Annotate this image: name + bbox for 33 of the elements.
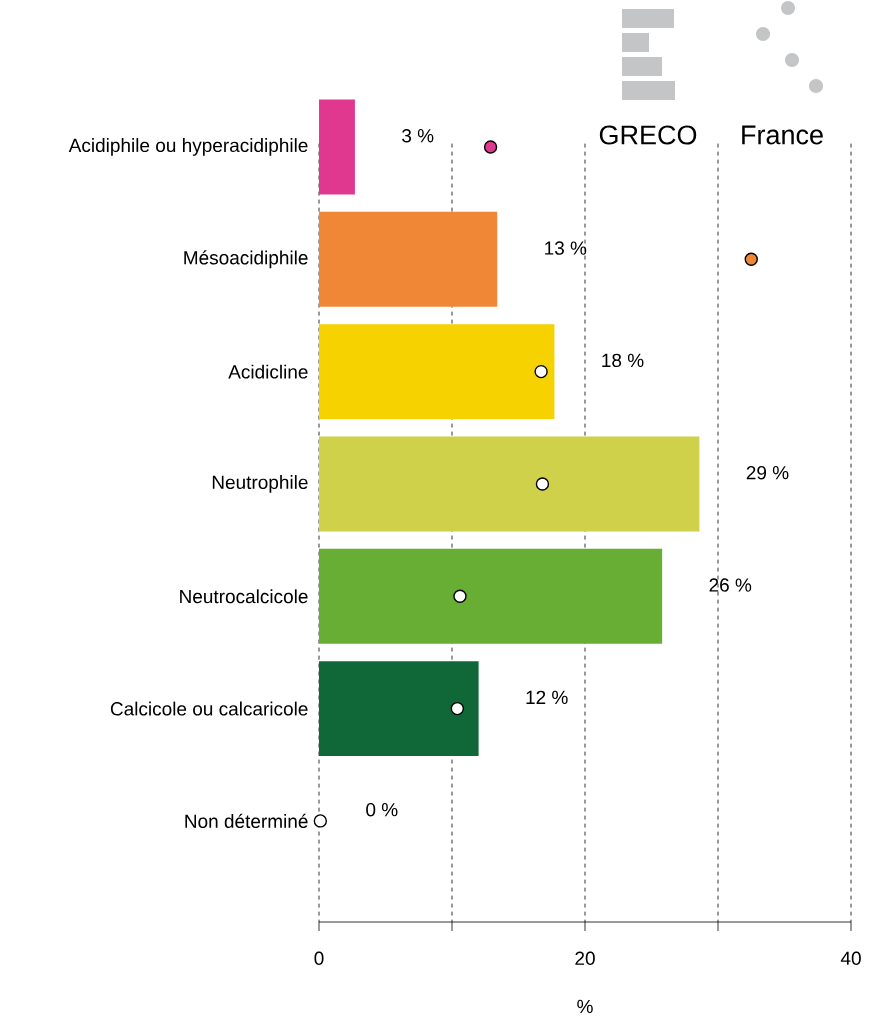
y-tick-label: Acidicline	[228, 364, 308, 379]
bar	[319, 211, 498, 307]
text: France	[742, 125, 823, 145]
y-tick-label: Neutrophile	[212, 475, 308, 493]
x-tick-label: 0	[314, 951, 324, 965]
bar	[319, 99, 355, 195]
point	[534, 364, 548, 379]
y-tick-label: Mésoacidiphile	[184, 250, 308, 269]
data-label: 26 %	[709, 578, 752, 592]
bar	[319, 324, 555, 420]
point	[450, 701, 465, 716]
x-tick-label: 20	[575, 951, 595, 965]
data-label: 13 %	[545, 241, 587, 255]
bar	[319, 436, 700, 532]
text: GRECO	[599, 125, 697, 145]
y-tick-label: Neutrocalcicole	[180, 589, 308, 604]
point	[535, 477, 550, 491]
x-axis-title: %	[577, 999, 593, 1014]
data-label: 0 %	[366, 802, 398, 817]
data-label: 3 %	[402, 129, 434, 143]
x-tick-label: 40	[840, 951, 861, 965]
point	[744, 252, 758, 266]
point	[453, 589, 467, 603]
bar	[319, 548, 663, 644]
data-label: 29 %	[746, 465, 789, 480]
y-tick-label: Calcicole ou calcaricole	[110, 701, 308, 716]
data-label: 18 %	[602, 353, 644, 368]
point	[483, 140, 498, 154]
y-tick-label: Acidiphile ou hyperacidiphile	[68, 138, 308, 156]
point	[313, 814, 328, 828]
bar	[319, 661, 479, 757]
data-label: 12 %	[526, 690, 568, 705]
y-tick-label: Non déterminé	[185, 813, 308, 829]
